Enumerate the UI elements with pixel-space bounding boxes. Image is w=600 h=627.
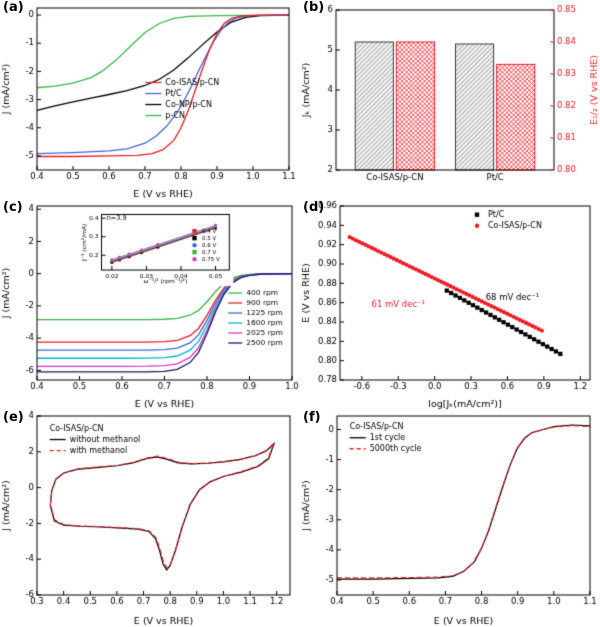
panel-label-e: (e) <box>3 410 24 425</box>
panel-label-b: (b) <box>303 0 325 15</box>
panel-f: (f) <box>300 410 600 627</box>
panel-label-c: (c) <box>3 200 23 215</box>
chart-b-canvas <box>300 0 600 200</box>
panel-label-f: (f) <box>303 410 321 425</box>
chart-a-canvas <box>0 0 300 200</box>
chart-e-canvas <box>0 410 300 627</box>
chart-f-canvas <box>300 410 600 627</box>
panel-a: (a) <box>0 0 300 200</box>
panel-label-d: (d) <box>303 200 325 215</box>
panel-b: (b) <box>300 0 600 200</box>
panel-d: (d) <box>300 200 600 410</box>
panel-c: (c) <box>0 200 300 410</box>
chart-d-canvas <box>300 200 600 410</box>
panel-e: (e) <box>0 410 300 627</box>
chart-c-canvas <box>0 200 300 410</box>
panel-label-a: (a) <box>3 0 24 15</box>
